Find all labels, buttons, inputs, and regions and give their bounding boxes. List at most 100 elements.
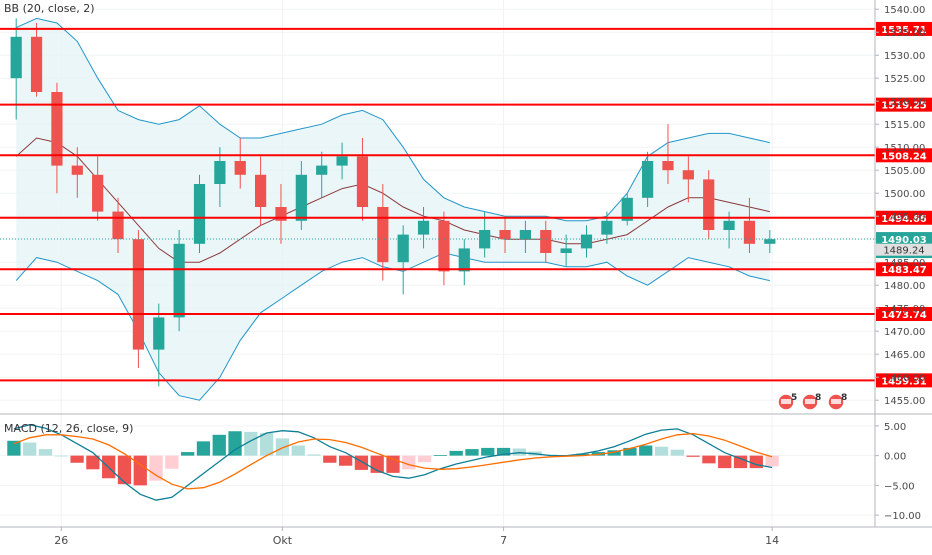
candle[interactable] <box>377 184 389 281</box>
price-axis-label: 1460.00 <box>884 373 925 384</box>
macd-histogram-bar <box>354 455 369 470</box>
candle-body <box>316 165 328 175</box>
level-price-tag <box>876 262 932 277</box>
candle[interactable] <box>764 230 776 253</box>
candle[interactable] <box>540 220 552 263</box>
candle-body <box>112 211 124 240</box>
macd-histogram-bar <box>165 455 179 469</box>
candle[interactable] <box>682 156 694 203</box>
macd-histogram-bar <box>275 438 290 456</box>
level-price-tag <box>876 373 932 388</box>
candle-body <box>255 174 267 207</box>
candle-body <box>743 220 756 244</box>
macd-histogram-bar <box>607 450 621 456</box>
candle[interactable] <box>743 197 756 253</box>
price-axis-label: 1495.00 <box>884 212 925 223</box>
candle[interactable] <box>153 303 165 387</box>
candle-body <box>682 170 694 180</box>
macd-histogram-bar <box>323 455 337 463</box>
candle-body <box>621 197 633 221</box>
candle-body <box>764 239 776 244</box>
macd-histogram-bar <box>449 450 463 456</box>
macd-histogram-bar <box>765 455 779 467</box>
macd-histogram-bar <box>212 434 226 456</box>
candle[interactable] <box>621 193 633 226</box>
candle-body <box>71 165 83 175</box>
level-price-tag <box>876 210 932 225</box>
candle[interactable] <box>519 220 531 253</box>
candle-body <box>377 207 389 263</box>
candle[interactable] <box>193 174 206 253</box>
candle-body <box>132 239 144 350</box>
candle[interactable] <box>132 230 144 368</box>
earnings-flag-icon[interactable]: 5 <box>777 393 797 411</box>
candle[interactable] <box>92 156 104 221</box>
candle[interactable] <box>662 124 674 184</box>
macd-legend[interactable]: MACD (12, 26, close, 9) <box>4 422 134 435</box>
horizontal-levels[interactable]: 1535.71 1519.25 1508.24 1494.66 1483.47 1473.… <box>0 21 932 388</box>
candle[interactable] <box>255 156 267 226</box>
candle[interactable] <box>479 211 491 258</box>
price-axis-label: 1535.00 <box>884 28 925 39</box>
bb-fill <box>16 18 770 401</box>
candle-body <box>214 161 226 184</box>
earnings-flag-icon[interactable]: 8 <box>801 393 821 411</box>
candle[interactable] <box>316 151 328 198</box>
candle-body <box>356 156 369 207</box>
level-price-label: 1519.25 <box>881 101 927 112</box>
price-axis-label: 1470.00 <box>884 327 925 338</box>
candle[interactable] <box>30 23 43 97</box>
macd-histogram-bar <box>117 455 132 485</box>
candle-body <box>703 179 715 230</box>
candle[interactable] <box>356 138 369 221</box>
candle[interactable] <box>214 147 226 207</box>
price-axis-label: 1530.00 <box>884 51 925 62</box>
event-markers[interactable]: 5 8 8 <box>777 393 847 411</box>
level-price-tag <box>876 21 932 36</box>
candle[interactable] <box>397 225 409 295</box>
macd-histogram-bar <box>259 433 274 456</box>
macd-histogram-bar <box>38 449 53 456</box>
level-price-label: 1508.24 <box>881 151 927 162</box>
candle[interactable] <box>560 234 572 267</box>
price-axis-label: 1520.00 <box>884 97 925 108</box>
macd-histogram-bar <box>623 447 637 456</box>
macd-histogram-bar <box>575 453 590 456</box>
candlestick-series[interactable] <box>10 18 776 387</box>
candle-body <box>580 234 593 249</box>
candle[interactable] <box>336 142 348 180</box>
candle[interactable] <box>703 170 715 240</box>
candle[interactable] <box>275 184 287 244</box>
candle-body <box>10 36 22 79</box>
macd-axis-label: −10.00 <box>884 511 921 522</box>
candle[interactable] <box>438 211 450 286</box>
candle[interactable] <box>173 230 185 332</box>
time-axis-label: 7 <box>500 534 507 547</box>
candle-body <box>295 174 307 221</box>
bb-legend[interactable]: BB (20, close, 2) <box>4 2 95 15</box>
candle[interactable] <box>10 18 22 120</box>
candle[interactable] <box>234 138 246 189</box>
candle[interactable] <box>417 207 430 249</box>
price-axis-label: 1480.00 <box>884 281 925 292</box>
candle[interactable] <box>51 82 63 194</box>
macd-histogram-bar <box>307 454 321 456</box>
candle[interactable] <box>499 216 511 253</box>
event-count: 5 <box>791 393 797 403</box>
earnings-flag-icon[interactable]: 8 <box>827 393 847 411</box>
signal-line <box>13 432 773 490</box>
candle-body <box>417 220 430 235</box>
candle[interactable] <box>112 197 124 253</box>
candle-body <box>458 248 470 272</box>
macd-histogram-bar <box>181 452 195 456</box>
level-price-tag <box>876 97 932 112</box>
candle[interactable] <box>642 151 654 207</box>
candle[interactable] <box>458 239 470 286</box>
macd-histogram-bar <box>718 455 732 469</box>
macd-axis-label: 0.00 <box>884 452 906 463</box>
candle[interactable] <box>580 225 593 258</box>
candle-body <box>30 36 43 92</box>
time-axis-label: Okt <box>273 534 293 547</box>
